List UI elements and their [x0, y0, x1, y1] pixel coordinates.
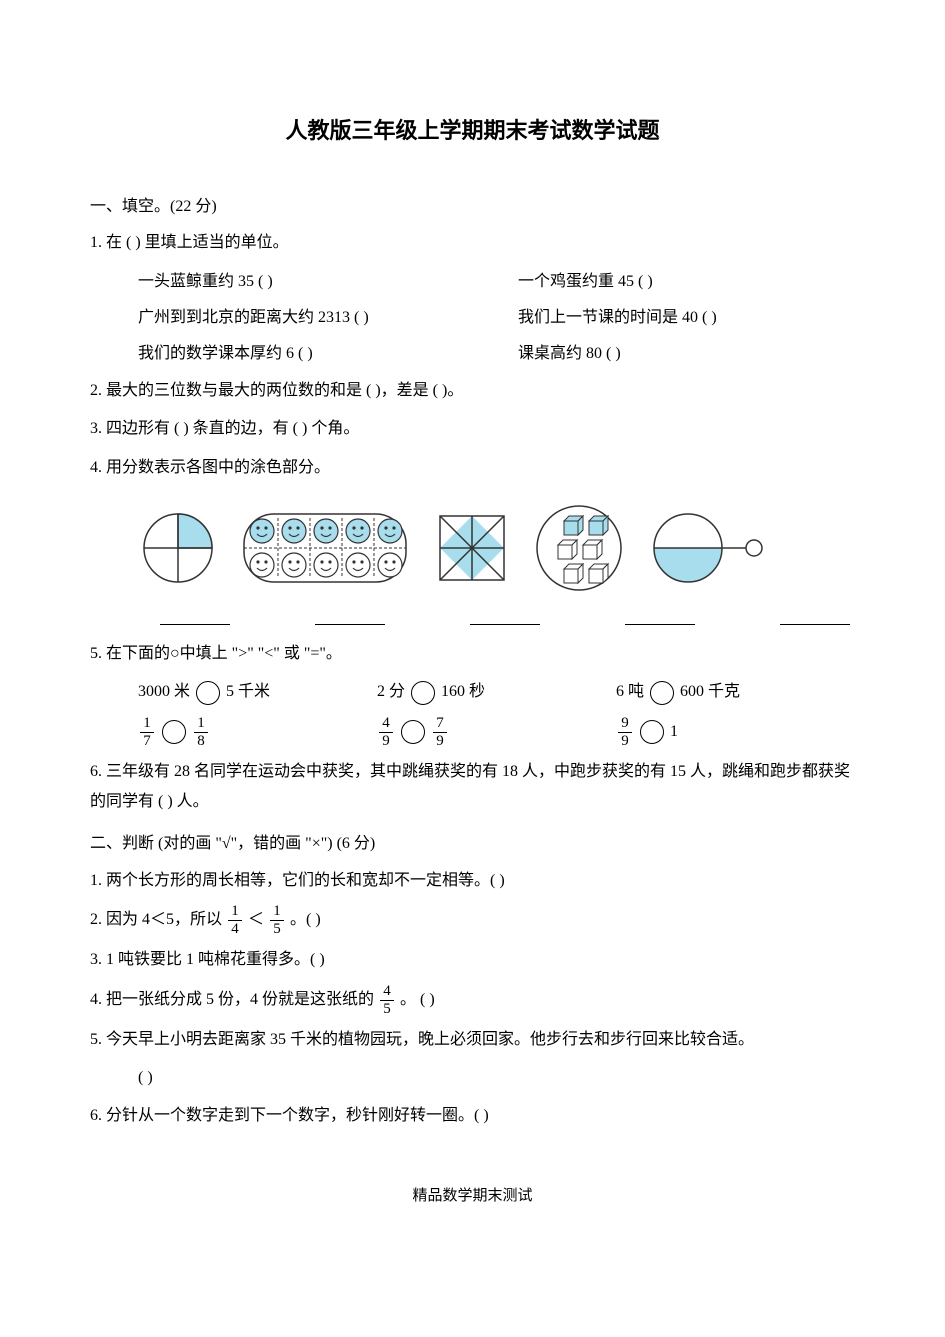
q1-3a: 我们的数学课本厚约 6 ( ): [138, 339, 518, 369]
s2-q6: 6. 分针从一个数字走到下一个数字，秒针刚好转一圈。( ): [90, 1101, 855, 1131]
q5-stem: 5. 在下面的○中填上 ">" "<" 或 "="。: [90, 639, 855, 669]
blank-5[interactable]: [780, 611, 850, 625]
q4: 4. 用分数表示各图中的涂色部分。: [90, 453, 855, 483]
q5r1c3-left: 6 吨: [616, 677, 644, 707]
blank-1[interactable]: [160, 611, 230, 625]
figure-square-triangles: [432, 508, 512, 588]
compare-circle[interactable]: [411, 681, 435, 705]
fraction-blanks: [160, 611, 855, 625]
q2: 2. 最大的三位数与最大的两位数的和是 ( )，差是 ( )。: [90, 376, 855, 406]
q1-1b: 一个鸡蛋约重 45 ( ): [518, 267, 855, 297]
s2-q1: 1. 两个长方形的周长相等，它们的长和宽却不一定相等。( ): [90, 866, 855, 896]
s2-q4: 4. 把一张纸分成 5 份，4 份就是这张纸的 45 。 ( ): [90, 984, 855, 1017]
q5-row1: 3000 米 5 千米 2 分 160 秒 6 吨 600 千克: [90, 677, 855, 707]
q5r1c2-right: 160 秒: [441, 677, 485, 707]
s2-q2: 2. 因为 4＜5，所以 14 ＜ 15 。( ): [90, 904, 855, 937]
figure-smiley-grid: [240, 508, 410, 588]
fraction: 99: [618, 716, 632, 749]
fraction-figures-row: [138, 503, 855, 593]
q1-stem: 1. 在 ( ) 里填上适当的单位。: [90, 228, 855, 258]
q5r1c1-right: 5 千米: [226, 677, 270, 707]
q1-3b: 课桌高约 80 ( ): [518, 339, 855, 369]
q5r2c3-right: 1: [670, 717, 678, 747]
section1-header: 一、填空。(22 分): [90, 192, 855, 222]
compare-circle[interactable]: [401, 720, 425, 744]
blank-4[interactable]: [625, 611, 695, 625]
page-title: 人教版三年级上学期期末考试数学试题: [90, 110, 855, 152]
figure-circle-quarters: [138, 508, 218, 588]
s2-q5a: 5. 今天早上小明去距离家 35 千米的植物园玩，晚上必须回家。他步行去和步行回…: [90, 1025, 855, 1055]
q5-row2: 17 18 49 79 99 1: [90, 716, 855, 749]
compare-circle[interactable]: [640, 720, 664, 744]
fraction: 45: [380, 984, 394, 1017]
compare-circle[interactable]: [650, 681, 674, 705]
q5r1c2-left: 2 分: [377, 677, 405, 707]
fraction: 15: [270, 904, 284, 937]
figure-cubes-circle: [534, 503, 624, 593]
blank-2[interactable]: [315, 611, 385, 625]
section2-header: 二、判断 (对的画 "√"，错的画 "×") (6 分): [90, 829, 855, 859]
q1-2a: 广州到到北京的距离大约 2313 ( ): [138, 303, 518, 333]
q6: 6. 三年级有 28 名同学在运动会中获奖，其中跳绳获奖的有 18 人，中跑步获…: [90, 757, 855, 818]
compare-circle[interactable]: [196, 681, 220, 705]
q3: 3. 四边形有 ( ) 条直的边，有 ( ) 个角。: [90, 414, 855, 444]
q1-1a: 一头蓝鲸重约 35 ( ): [138, 267, 518, 297]
s2-q5b: ( ): [90, 1063, 855, 1093]
fraction: 18: [194, 716, 208, 749]
q5r1c1-left: 3000 米: [138, 677, 190, 707]
fraction: 79: [433, 716, 447, 749]
fraction: 14: [228, 904, 242, 937]
s2-q3: 3. 1 吨铁要比 1 吨棉花重得多。( ): [90, 945, 855, 975]
page-footer: 精品数学期末测试: [90, 1182, 855, 1211]
fraction: 17: [140, 716, 154, 749]
fraction: 49: [379, 716, 393, 749]
q1-2b: 我们上一节课的时间是 40 ( ): [518, 303, 855, 333]
figure-half-circle: [646, 508, 766, 588]
compare-circle[interactable]: [162, 720, 186, 744]
q5r1c3-right: 600 千克: [680, 677, 740, 707]
blank-3[interactable]: [470, 611, 540, 625]
